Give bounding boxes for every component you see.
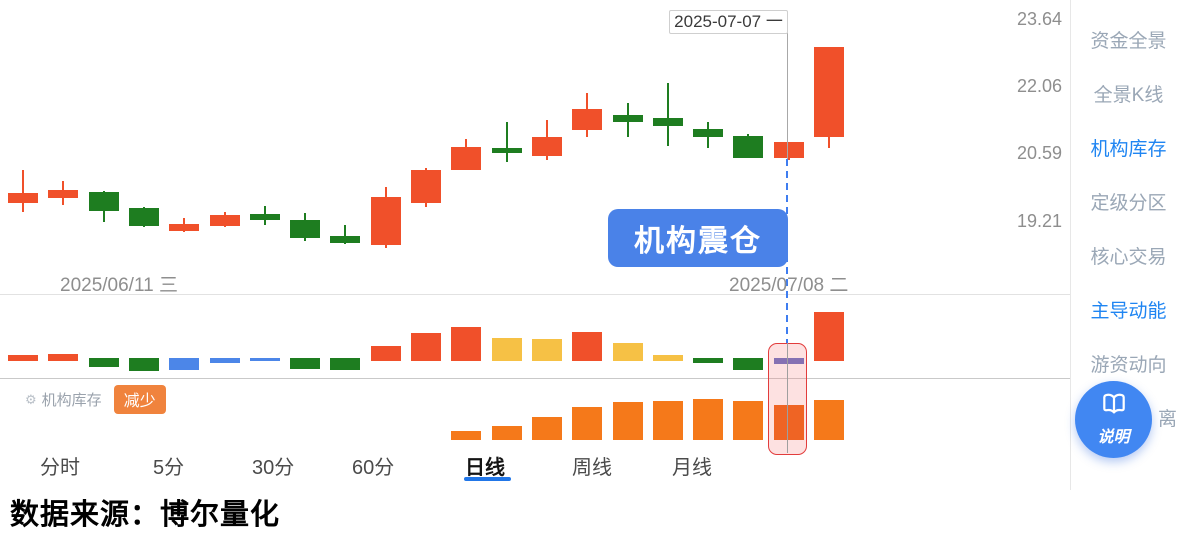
candle-body [451,147,482,170]
inventory-change-bar [612,343,643,361]
sidebar: 资金全景 全景K线 机构库存 定级分区 核心交易 主导动能 游资动向 离 [1070,0,1186,490]
gear-icon[interactable]: ⚙ [25,391,37,407]
fab-label: 说明 [1097,428,1130,446]
candle-body [8,192,38,203]
candle-body [652,117,683,127]
candle-body [249,214,280,221]
candle-body [370,196,401,246]
sidebar-item-dominant-momentum[interactable]: 主导动能 [1090,300,1167,322]
inventory-change-bar [491,338,522,361]
inventory-level-bar [652,401,683,440]
candle-body [531,137,562,156]
candle-wick [22,169,24,212]
inventory-change-bar [330,358,361,370]
panel-separator-bottom [0,378,1070,379]
candle-body [48,189,79,198]
panel-separator-top [0,294,1070,295]
open-book-icon [1099,393,1129,422]
candle-body [411,169,441,203]
legend-row: ⚙ 机构库存 减少 [25,385,166,414]
tab-60min[interactable]: 60分 [352,457,395,479]
inventory-level-bar [773,405,804,440]
inventory-level-bar [814,400,844,440]
candle-body [491,148,522,154]
inventory-change-bar [290,358,321,369]
tab-minute[interactable]: 分时 [40,457,80,479]
tab-daily[interactable]: 日线 [465,457,505,479]
tab-5min[interactable]: 5分 [153,457,185,479]
price-axis-label: 23.64 [1016,9,1062,29]
inventory-change-bar [48,354,79,361]
status-badge: 减少 [113,385,166,414]
legend-label: 机构库存 [41,392,102,409]
price-axis-label: 19.21 [1016,211,1062,231]
inventory-change-bar [370,346,401,361]
inventory-level-bar [733,401,764,440]
inventory-level-bar [451,431,482,440]
crosshair-date-tooltip: 2025-07-07 一 [669,10,788,34]
inventory-change-bar [128,358,159,371]
inventory-change-bar [88,358,119,367]
inventory-change-bar [572,332,603,361]
candle-body [572,108,603,130]
help-fab-button[interactable]: 说明 [1075,381,1152,458]
data-source-text: 数据来源：博尔量化 [10,499,281,531]
inventory-change-bar [652,355,683,361]
candle-body [169,223,200,232]
candle-wick [344,225,347,244]
x-axis-date-start: 2025/06/11 三 [60,275,178,296]
candle-body [814,46,844,138]
sidebar-item-grading-zones[interactable]: 定级分区 [1090,192,1167,214]
inventory-level-bar [612,402,643,440]
inventory-level-bar [531,417,562,440]
inventory-level-bar [572,407,603,440]
candle-body [290,220,321,238]
candle-body [128,207,159,226]
inventory-change-bar [814,312,844,361]
candle-body [209,215,240,226]
price-axis-label: 22.06 [1016,76,1062,96]
sidebar-item-panorama-kline[interactable]: 全景K线 [1093,84,1164,106]
inventory-change-bar [773,358,804,364]
sidebar-item-hot-money-trend[interactable]: 游资动向 [1090,354,1167,376]
candle-body [733,136,764,159]
crosshair-line [787,33,788,159]
candle-body [693,128,724,138]
inventory-change-bar [451,327,482,361]
crosshair-line-in-highlight [787,343,788,453]
inventory-change-bar [531,339,562,361]
candle-wick [505,122,508,163]
inventory-change-bar [411,333,441,361]
sidebar-item-funds-panorama[interactable]: 资金全景 [1090,30,1167,52]
inventory-change-bar [209,358,240,363]
inventory-change-bar [249,358,280,361]
x-axis-date-end: 2025/07/08 二 [729,275,849,296]
candle-wick [666,82,669,146]
candle-body [330,236,361,243]
sidebar-item-partially-hidden[interactable]: 离 [1157,408,1177,430]
active-tab-underline [464,477,511,481]
tab-30min[interactable]: 30分 [252,457,295,479]
inventory-level-bar [491,426,522,440]
candle-body [612,114,643,123]
candle-body [88,191,119,211]
inventory-change-bar [8,355,38,361]
chart-canvas[interactable] [0,0,1070,534]
inventory-level-bar [693,399,724,440]
tab-weekly[interactable]: 周线 [572,457,612,479]
inventory-change-bar [733,358,764,370]
sidebar-item-core-trading[interactable]: 核心交易 [1090,246,1167,268]
sidebar-item-institution-inventory[interactable]: 机构库存 [1090,138,1167,160]
event-badge: 机构震仓 [608,209,788,267]
inventory-change-bar [693,358,724,363]
tab-monthly[interactable]: 月线 [672,457,712,479]
inventory-change-bar [169,358,200,370]
price-axis-label: 20.59 [1016,143,1062,163]
candle-body [773,142,804,159]
